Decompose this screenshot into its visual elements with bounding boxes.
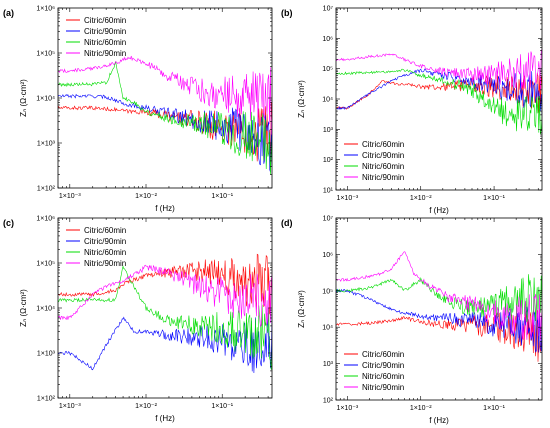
x-tick-label: 1×10⁻¹ (211, 403, 233, 410)
x-axis-label: f (Hz) (155, 414, 175, 423)
y-tick-label: 10⁴ (322, 97, 333, 104)
legend-label: Nitric/90min (84, 259, 126, 268)
legend-label: Citric/90min (84, 27, 126, 36)
y-tick-label: 1×10³ (37, 351, 56, 358)
y-tick-label: 10¹ (323, 188, 334, 195)
panel-c: 1×10⁻³ 1×10⁻² 1×10⁻¹ 1×10² 1×10³ 1×10⁴ 1×10⁵ 1×… (3, 216, 273, 423)
legend-label: Citric/60min (84, 16, 126, 25)
panel-label: (c) (3, 218, 14, 228)
series-line-nitric-60min (58, 61, 272, 175)
legend-label: Nitric/60min (362, 372, 404, 381)
panel-d: 1×10⁻³ 1×10⁻² 1×10⁻¹ 10² 10³ 10⁴ 10⁵ 10⁶ 10⁷ f (H… (281, 216, 543, 425)
y-axis-label: Zₙ (Ω·cm²) (297, 290, 306, 328)
y-tick-label: 1×10³ (37, 141, 56, 148)
x-tick-label: 1×10⁻² (135, 193, 157, 200)
x-tick-label: 1×10⁻³ (59, 193, 81, 200)
legend-label: Nitric/90min (362, 173, 404, 182)
x-tick-label: 1×10⁻³ (59, 403, 81, 410)
y-tick-label: 10⁵ (322, 66, 333, 73)
y-tick-label: 10⁵ (322, 288, 333, 295)
y-tick-label: 10² (323, 398, 334, 405)
y-tick-label: 1×10² (37, 186, 56, 193)
x-tick-label: 1×10⁻¹ (483, 405, 505, 412)
series-line-citric-90min (336, 288, 542, 353)
panel-label: (a) (3, 8, 14, 18)
x-tick-label: 1×10⁻² (410, 195, 432, 202)
legend-label: Nitric/90min (84, 49, 126, 58)
x-axis-label: f (Hz) (155, 204, 175, 213)
y-tick-label: 1×10⁴ (36, 306, 55, 313)
plot-frame (335, 217, 543, 401)
series-line-nitric-90min (336, 48, 542, 91)
legend-label: Nitric/60min (84, 38, 126, 47)
y-tick-label: 1×10⁵ (36, 51, 55, 58)
y-tick-label: 10⁷ (323, 6, 334, 13)
series-line-nitric-90min (58, 55, 272, 136)
y-tick-label: 1×10² (37, 396, 56, 403)
legend: Citric/60min Citric/90min Nitric/60min Nitr… (344, 140, 404, 182)
legend: Citric/60min Citric/90min Nitric/60min Nitr… (66, 16, 126, 58)
legend-label: Citric/60min (362, 140, 404, 149)
legend-label: Nitric/60min (84, 248, 126, 257)
x-tick-label: 1×10⁻¹ (483, 195, 505, 202)
legend-label: Citric/60min (362, 350, 404, 359)
series-line-nitric-90min (58, 264, 272, 328)
panel-a: 1×10⁻³ 1×10⁻² 1×10⁻¹ 1×10² 1×10³ 1×10⁴ 1×10⁵ 1×… (3, 6, 273, 213)
series-line-nitric-60min (336, 68, 542, 135)
panel-label: (b) (281, 8, 293, 18)
legend-label: Citric/90min (362, 361, 404, 370)
legend: Citric/60min Citric/90min Nitric/60min Nitr… (66, 226, 126, 268)
x-tick-label: 1×10⁻² (135, 403, 157, 410)
legend: Citric/60min Citric/90min Nitric/60min Nitr… (344, 350, 404, 392)
x-axis-label: f (Hz) (429, 206, 449, 215)
legend-label: Citric/90min (84, 237, 126, 246)
legend-label: Citric/90min (362, 151, 404, 160)
y-tick-label: 10⁶ (322, 36, 333, 43)
series-line-citric-60min (58, 253, 272, 315)
series-line-citric-90min (58, 93, 272, 173)
y-tick-label: 10⁷ (323, 216, 334, 223)
panel-label: (d) (281, 218, 293, 228)
x-tick-label: 1×10⁻² (410, 405, 432, 412)
y-tick-label: 10⁶ (322, 252, 333, 259)
y-axis-label: Zₙ (Ω·cm²) (297, 80, 306, 118)
x-tick-label: 1×10⁻³ (336, 405, 358, 412)
y-tick-label: 1×10⁵ (36, 261, 55, 268)
y-tick-label: 10⁴ (322, 325, 333, 332)
x-tick-label: 1×10⁻³ (336, 195, 358, 202)
legend-label: Citric/60min (84, 226, 126, 235)
x-tick-label: 1×10⁻¹ (211, 193, 233, 200)
x-axis-label: f (Hz) (429, 416, 449, 425)
legend-label: Nitric/60min (362, 162, 404, 171)
y-tick-label: 10³ (323, 361, 334, 368)
series-line-nitric-60min (58, 265, 272, 370)
legend-label: Nitric/90min (362, 383, 404, 392)
y-axis-label: Zₙ (Ω·cm²) (19, 289, 28, 327)
series-line-citric-60min (336, 310, 542, 362)
y-tick-label: 1×10⁴ (36, 96, 55, 103)
panel-b: 1×10⁻³ 1×10⁻² 1×10⁻¹ 10¹ 10² 10³ 10⁴ 10⁵ 10⁶ 10⁷ f… (281, 6, 543, 215)
y-tick-label: 10² (323, 157, 334, 164)
series-line-nitric-90min (336, 251, 542, 341)
y-tick-label: 1×10⁶ (36, 6, 55, 13)
y-tick-label: 10³ (323, 127, 334, 134)
y-tick-label: 1×10⁶ (36, 216, 55, 223)
y-axis-label: Zₙ (Ω·cm²) (19, 79, 28, 117)
